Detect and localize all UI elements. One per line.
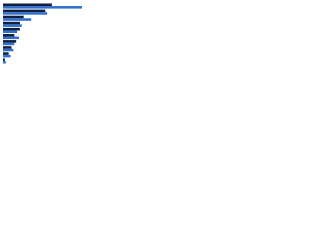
bar	[3, 30, 18, 34]
bar	[3, 9, 46, 13]
bar	[3, 46, 12, 49]
bar	[3, 12, 48, 15]
bar	[3, 24, 22, 27]
bar	[3, 48, 14, 52]
bar	[3, 27, 20, 31]
bar	[3, 52, 9, 55]
bar	[3, 36, 19, 40]
chart	[3, 3, 82, 64]
bar	[3, 58, 5, 61]
bar	[3, 40, 17, 43]
bar	[3, 60, 6, 64]
bar	[3, 54, 11, 58]
bar	[3, 21, 20, 25]
bar	[3, 42, 15, 46]
bar	[3, 6, 82, 9]
bar	[3, 18, 32, 21]
bar	[3, 15, 24, 19]
page: {"chart_data": {"type": "hbar", "categor…	[0, 0, 320, 71]
bar	[3, 33, 15, 37]
bar	[3, 3, 52, 7]
